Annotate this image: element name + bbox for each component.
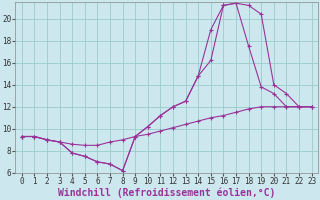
X-axis label: Windchill (Refroidissement éolien,°C): Windchill (Refroidissement éolien,°C) (58, 187, 276, 198)
